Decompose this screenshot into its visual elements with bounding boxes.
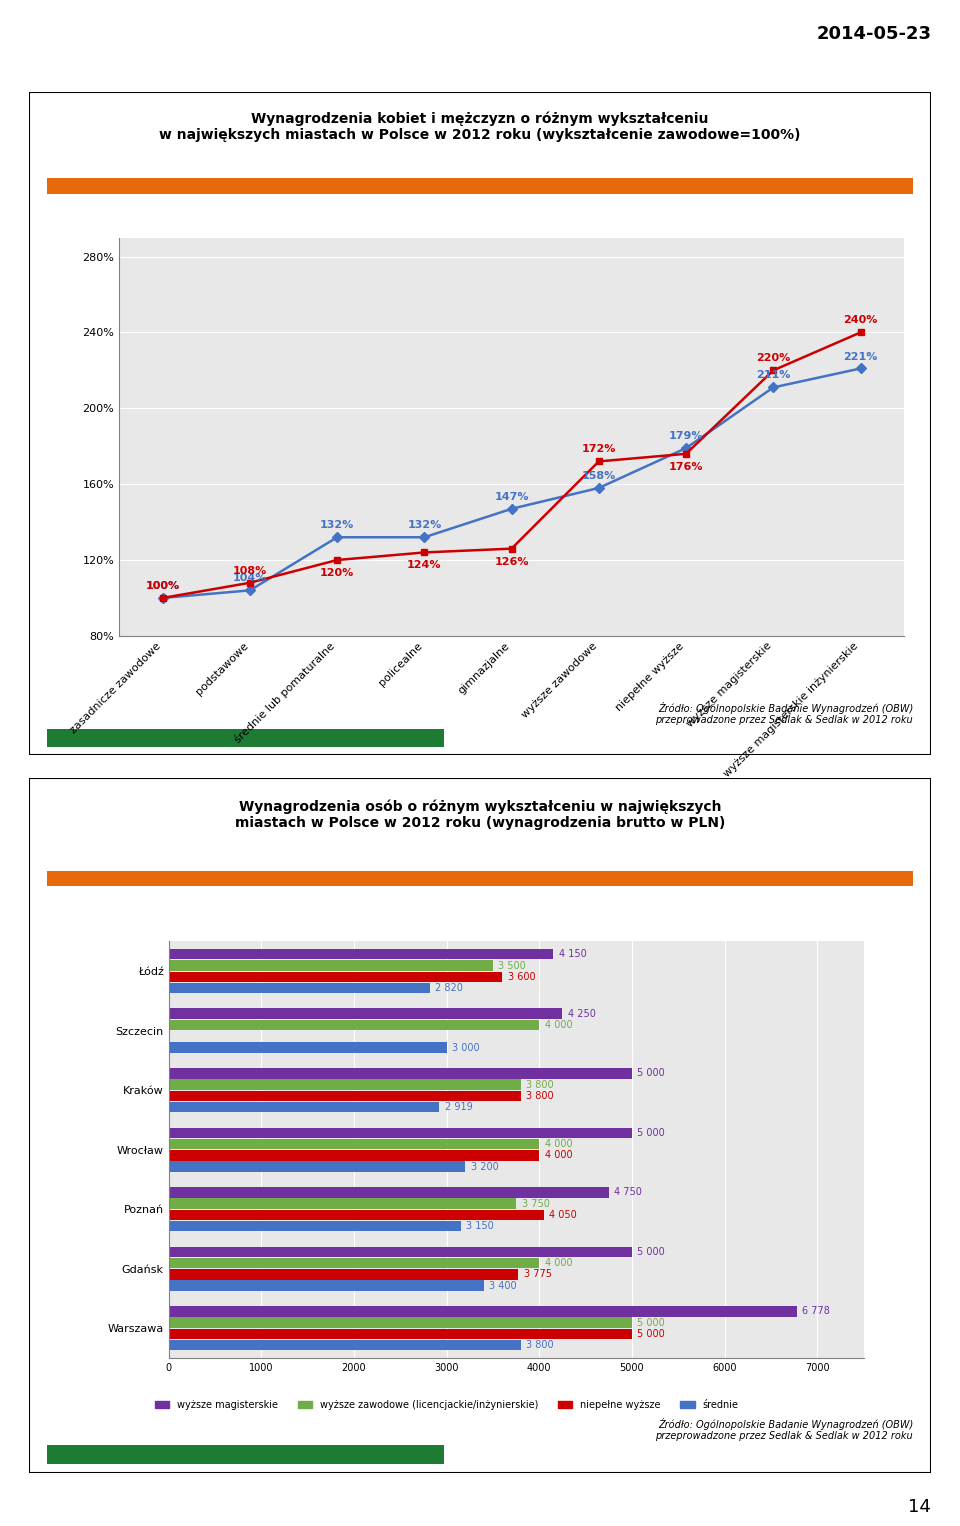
Text: 5 000: 5 000 bbox=[637, 1247, 665, 1257]
Text: 126%: 126% bbox=[494, 557, 529, 566]
Text: 3 000: 3 000 bbox=[452, 1042, 480, 1053]
Bar bbox=[169, 983, 430, 993]
Legend: wyższe magisterskie, wyższe zawodowe (licencjackie/inżynierskie), niepełne wyższ: wyższe magisterskie, wyższe zawodowe (li… bbox=[151, 1396, 742, 1415]
Text: 100%: 100% bbox=[146, 581, 180, 591]
Text: 147%: 147% bbox=[494, 491, 529, 502]
Text: 3 200: 3 200 bbox=[470, 1161, 498, 1172]
Bar bbox=[169, 949, 553, 960]
Bar bbox=[169, 1257, 540, 1268]
Bar bbox=[169, 1317, 632, 1328]
Bar bbox=[169, 1102, 439, 1112]
Text: 2 820: 2 820 bbox=[436, 983, 464, 993]
FancyBboxPatch shape bbox=[29, 92, 931, 755]
Text: 4 000: 4 000 bbox=[545, 1138, 572, 1149]
Text: 179%: 179% bbox=[669, 432, 704, 441]
Text: Wynagrodzenia kobiet i mężczyzn o różnym wykształceniu
w największych miastach w: Wynagrodzenia kobiet i mężczyzn o różnym… bbox=[159, 111, 801, 142]
Text: 3 800: 3 800 bbox=[526, 1091, 554, 1100]
Text: 4 150: 4 150 bbox=[559, 949, 587, 960]
Bar bbox=[169, 1151, 540, 1161]
Bar bbox=[169, 1280, 484, 1291]
Text: 158%: 158% bbox=[582, 472, 616, 481]
Bar bbox=[47, 1445, 444, 1465]
Bar bbox=[169, 1161, 466, 1172]
Bar bbox=[169, 1210, 544, 1221]
Text: 221%: 221% bbox=[843, 351, 877, 362]
Bar bbox=[169, 1009, 563, 1019]
Text: 3 800: 3 800 bbox=[526, 1079, 554, 1090]
Text: 104%: 104% bbox=[232, 574, 267, 583]
Bar bbox=[169, 1079, 520, 1090]
Bar bbox=[169, 1091, 520, 1102]
Bar bbox=[169, 1187, 609, 1198]
Text: Wynagrodzenia osób o różnym wykształceniu w największych
miastach w Polsce w 201: Wynagrodzenia osób o różnym wykształceni… bbox=[235, 800, 725, 830]
Bar bbox=[169, 1068, 632, 1079]
Bar bbox=[169, 960, 492, 971]
Bar bbox=[169, 1128, 632, 1138]
Legend: kobiety, mężczyźni: kobiety, mężczyźni bbox=[286, 853, 502, 876]
Text: 3 775: 3 775 bbox=[524, 1270, 552, 1279]
Text: 211%: 211% bbox=[756, 371, 790, 380]
Text: 2014-05-23: 2014-05-23 bbox=[816, 26, 931, 43]
Text: 240%: 240% bbox=[843, 316, 877, 325]
Text: 4 000: 4 000 bbox=[545, 1019, 572, 1030]
Text: 220%: 220% bbox=[756, 354, 790, 363]
Text: 4 050: 4 050 bbox=[549, 1210, 577, 1219]
Text: Źródło: Ogólnopolskie Badanie Wynagrodzeń (OBW)
przeprowadzone przez Sedlak & Se: Źródło: Ogólnopolskie Badanie Wynagrodze… bbox=[656, 702, 913, 725]
Bar bbox=[169, 1270, 518, 1280]
Text: 5 000: 5 000 bbox=[637, 1317, 665, 1328]
Text: 132%: 132% bbox=[320, 520, 354, 531]
Text: 4 000: 4 000 bbox=[545, 1257, 572, 1268]
Text: 3 750: 3 750 bbox=[521, 1198, 549, 1209]
Bar bbox=[169, 1221, 461, 1231]
Text: 4 750: 4 750 bbox=[614, 1187, 642, 1198]
Bar bbox=[169, 1306, 797, 1317]
Text: 5 000: 5 000 bbox=[637, 1329, 665, 1338]
Bar bbox=[47, 179, 913, 194]
Text: 132%: 132% bbox=[407, 520, 442, 531]
Text: 172%: 172% bbox=[582, 444, 616, 455]
Text: 14: 14 bbox=[908, 1499, 931, 1515]
Text: 3 600: 3 600 bbox=[508, 972, 536, 981]
Text: 100%: 100% bbox=[146, 581, 180, 591]
Bar bbox=[169, 1329, 632, 1340]
Bar bbox=[169, 972, 502, 983]
Text: 176%: 176% bbox=[669, 462, 704, 472]
Bar bbox=[169, 1340, 520, 1351]
Bar bbox=[169, 1198, 516, 1209]
Text: 4 000: 4 000 bbox=[545, 1151, 572, 1160]
Bar bbox=[169, 1138, 540, 1149]
Bar bbox=[169, 1019, 540, 1030]
Text: 3 400: 3 400 bbox=[490, 1280, 516, 1291]
Text: Źródło: Ogólnopolskie Badanie Wynagrodzeń (OBW)
przeprowadzone przez Sedlak & Se: Źródło: Ogólnopolskie Badanie Wynagrodze… bbox=[656, 1418, 913, 1442]
Text: 108%: 108% bbox=[232, 566, 267, 575]
Text: 3 800: 3 800 bbox=[526, 1340, 554, 1351]
Text: 4 250: 4 250 bbox=[568, 1009, 596, 1019]
Text: 2 919: 2 919 bbox=[444, 1102, 472, 1112]
Bar bbox=[169, 1247, 632, 1257]
Bar bbox=[47, 871, 913, 887]
Text: 6 778: 6 778 bbox=[803, 1306, 830, 1317]
Text: 124%: 124% bbox=[407, 560, 442, 571]
Text: 3 150: 3 150 bbox=[466, 1221, 493, 1231]
Bar bbox=[47, 729, 444, 748]
Text: 3 500: 3 500 bbox=[498, 960, 526, 971]
FancyBboxPatch shape bbox=[29, 778, 931, 1473]
Text: 5 000: 5 000 bbox=[637, 1128, 665, 1138]
Text: 120%: 120% bbox=[320, 568, 354, 578]
Text: 5 000: 5 000 bbox=[637, 1068, 665, 1079]
Bar bbox=[169, 1042, 446, 1053]
